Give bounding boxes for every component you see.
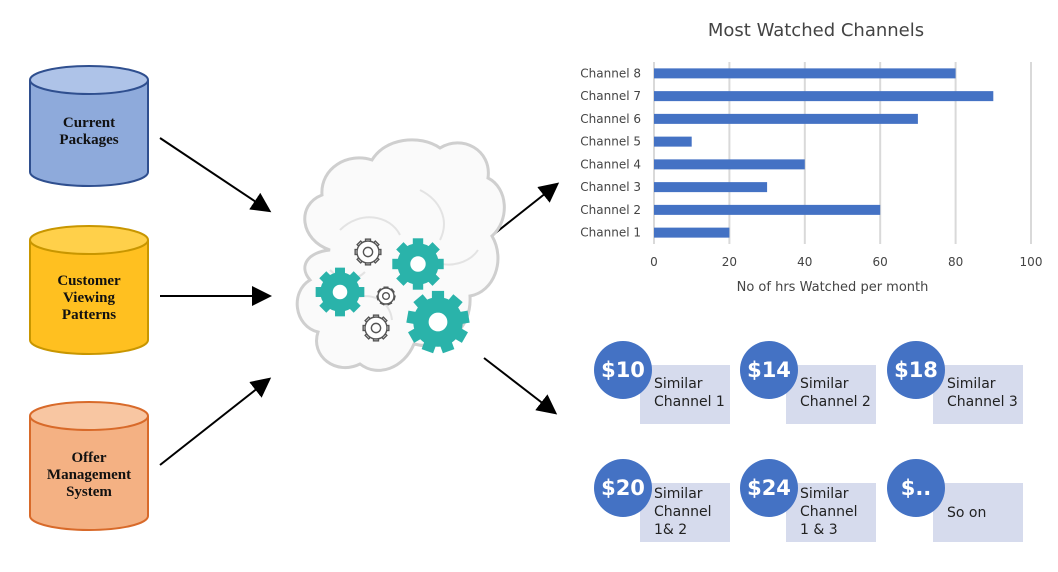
x-axis-title: No of hrs Watched per month [737, 280, 929, 295]
gear-icon [376, 286, 396, 306]
offer-box-6 [933, 483, 1023, 542]
y-category-label: Channel 6 [580, 112, 641, 126]
offer-text-6: So on [947, 505, 987, 521]
gear-icon [354, 238, 382, 266]
x-tick-label: 60 [873, 255, 888, 269]
bar [654, 113, 918, 124]
y-category-label: Channel 5 [580, 135, 641, 149]
offer-box-5 [786, 483, 876, 542]
offer-price-5: $24 [740, 459, 798, 517]
y-category-label: Channel 2 [580, 203, 641, 217]
x-tick-label: 0 [650, 255, 658, 269]
offer-text-2: Similar Channel 2 [800, 376, 871, 410]
bar [654, 68, 956, 79]
offer-box-4 [640, 483, 730, 542]
offer-price-6: $.. [887, 459, 945, 517]
offer-price-1: $10 [594, 341, 652, 399]
database-offer-management-icon [29, 401, 149, 531]
y-category-label: Channel 3 [580, 180, 641, 194]
database-offer-management-label: Offer Management System [46, 450, 132, 500]
y-category-label: Channel 8 [580, 66, 641, 80]
offer-text-5: Similar Channel 1 & 3 [800, 486, 858, 538]
gear-icon [392, 238, 444, 290]
x-tick-label: 20 [722, 255, 737, 269]
gear-icon [362, 314, 390, 342]
y-category-label: Channel 1 [580, 226, 641, 240]
gear-icon [406, 290, 470, 354]
y-category-label: Channel 4 [580, 157, 641, 171]
arrow-offer-to-brain [159, 377, 272, 466]
arrow-packages-to-brain [159, 137, 272, 213]
bar [654, 159, 805, 170]
arrow-brain-to-offers [483, 357, 558, 415]
x-tick-label: 80 [948, 255, 963, 269]
x-tick-label: 100 [1020, 255, 1043, 269]
database-customer-viewing-label: Customer Viewing Patterns [57, 273, 121, 323]
database-current-packages-label: Current Packages [59, 115, 119, 148]
bar [654, 136, 692, 147]
gear-icon [315, 267, 365, 317]
x-tick-label: 40 [797, 255, 812, 269]
offer-price-3: $18 [887, 341, 945, 399]
bar-chart: 0 20 40 60 80 100 Channel 1 Channel 2 Channel 3 C… [580, 62, 1042, 295]
bar [654, 182, 768, 193]
offer-text-3: Similar Channel 3 [947, 376, 1018, 410]
chart-title: Most Watched Channels [707, 20, 925, 41]
offer-box-3 [933, 365, 1023, 424]
database-current-packages-icon [29, 65, 149, 187]
y-category-label: Channel 7 [580, 89, 641, 103]
offer-box-1 [640, 365, 730, 424]
offer-text-4: Similar Channel 1& 2 [654, 486, 712, 538]
bar [654, 91, 994, 102]
database-customer-viewing-icon [29, 225, 149, 355]
bar [654, 204, 881, 215]
gears-group [315, 238, 470, 354]
offer-text-1: Similar Channel 1 [654, 376, 725, 410]
offer-box-2 [786, 365, 876, 424]
bar [654, 227, 730, 238]
offer-price-2: $14 [740, 341, 798, 399]
offer-price-4: $20 [594, 459, 652, 517]
